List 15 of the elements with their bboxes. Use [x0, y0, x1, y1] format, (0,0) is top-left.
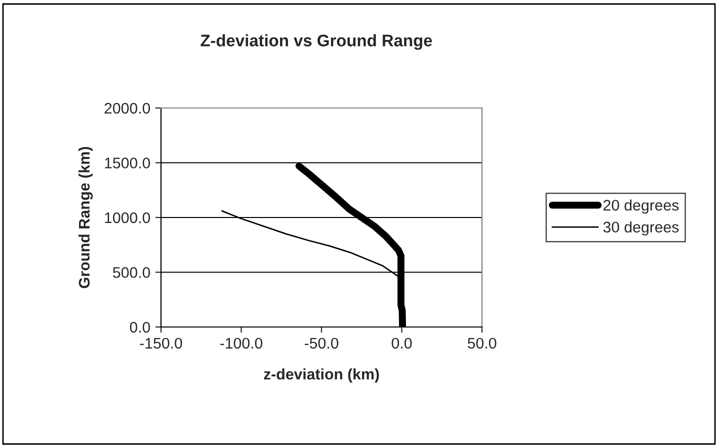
legend-label: 30 degrees: [603, 221, 679, 236]
legend-label: 20 degrees: [603, 199, 679, 214]
x-tick-label: -100.0: [220, 338, 262, 349]
y-axis-title: Ground Range (km): [78, 146, 93, 288]
y-tick-label: 0.0: [130, 322, 150, 333]
y-tick-label: 1500.0: [105, 158, 150, 168]
y-tick-label: 500.0: [112, 267, 150, 278]
x-axis-title: z-deviation (km): [264, 368, 379, 383]
y-tick-label: 1000.0: [105, 212, 150, 224]
x-tick-label: 0.0: [392, 338, 412, 349]
chart-title: Z-deviation vs Ground Range: [200, 34, 432, 50]
x-tick-label: -50.0: [304, 338, 338, 349]
y-tick-label: 2000.0: [104, 102, 150, 114]
x-tick-label: -150.0: [140, 338, 182, 349]
x-tick-label: 50.0: [468, 338, 496, 349]
